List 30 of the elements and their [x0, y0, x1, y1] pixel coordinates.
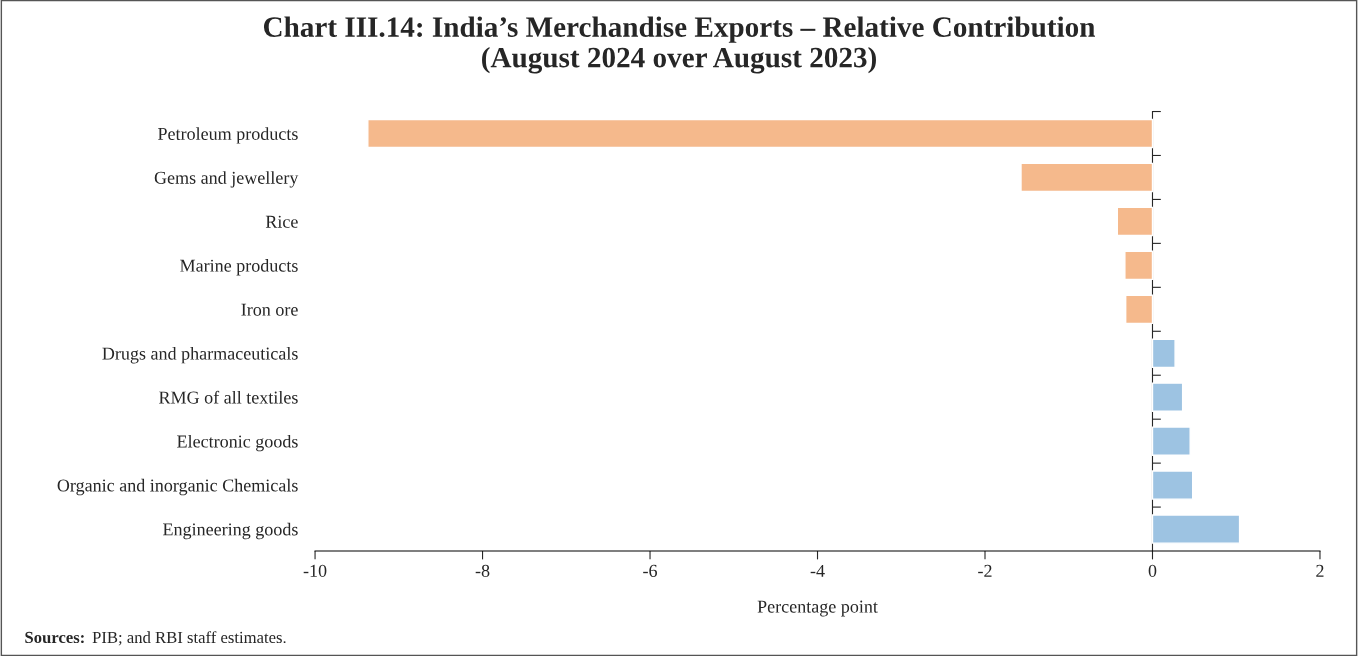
y-tick-label: Drugs and pharmaceuticals — [102, 346, 298, 364]
bar — [1116, 206, 1154, 237]
bar — [1151, 338, 1176, 369]
bar — [1151, 470, 1194, 500]
y-tick-label: Rice — [265, 215, 298, 228]
bar — [1124, 294, 1154, 325]
x-tick-label: -10 — [303, 564, 327, 577]
y-tick-label: Engineering goods — [163, 522, 298, 540]
y-tick-label: Iron ore — [241, 303, 298, 316]
x-tick-label: -6 — [643, 564, 658, 577]
y-tick-label: Electronic goods — [177, 434, 298, 452]
bar — [1020, 162, 1154, 193]
x-axis-title: Percentage point — [757, 600, 878, 617]
x-tick-label: 0 — [1148, 564, 1157, 577]
bar — [1151, 426, 1191, 456]
y-tick-label: RMG of all textiles — [158, 390, 298, 404]
bar — [1124, 250, 1154, 281]
bar — [367, 118, 1154, 149]
chart-title: Chart III.14: India’s Merchandise Exports – Relative Contribution (August 2024 over August 2023) — [263, 16, 1096, 74]
y-tick-label: Petroleum products — [158, 127, 298, 144]
x-tick-label: -2 — [978, 564, 992, 577]
bar — [1151, 382, 1184, 412]
x-tick-label: 2 — [1316, 564, 1324, 577]
y-tick-label: Gems and jewellery — [154, 171, 299, 188]
source-note: Sources: PIB; and RBI staff estimates. — [25, 631, 286, 646]
bar — [1151, 514, 1241, 544]
y-tick-label: Marine products — [180, 259, 298, 276]
x-tick-label: -4 — [810, 564, 825, 577]
x-tick-label: -8 — [475, 564, 490, 577]
y-tick-label: Organic and inorganic Chemicals — [57, 478, 298, 496]
